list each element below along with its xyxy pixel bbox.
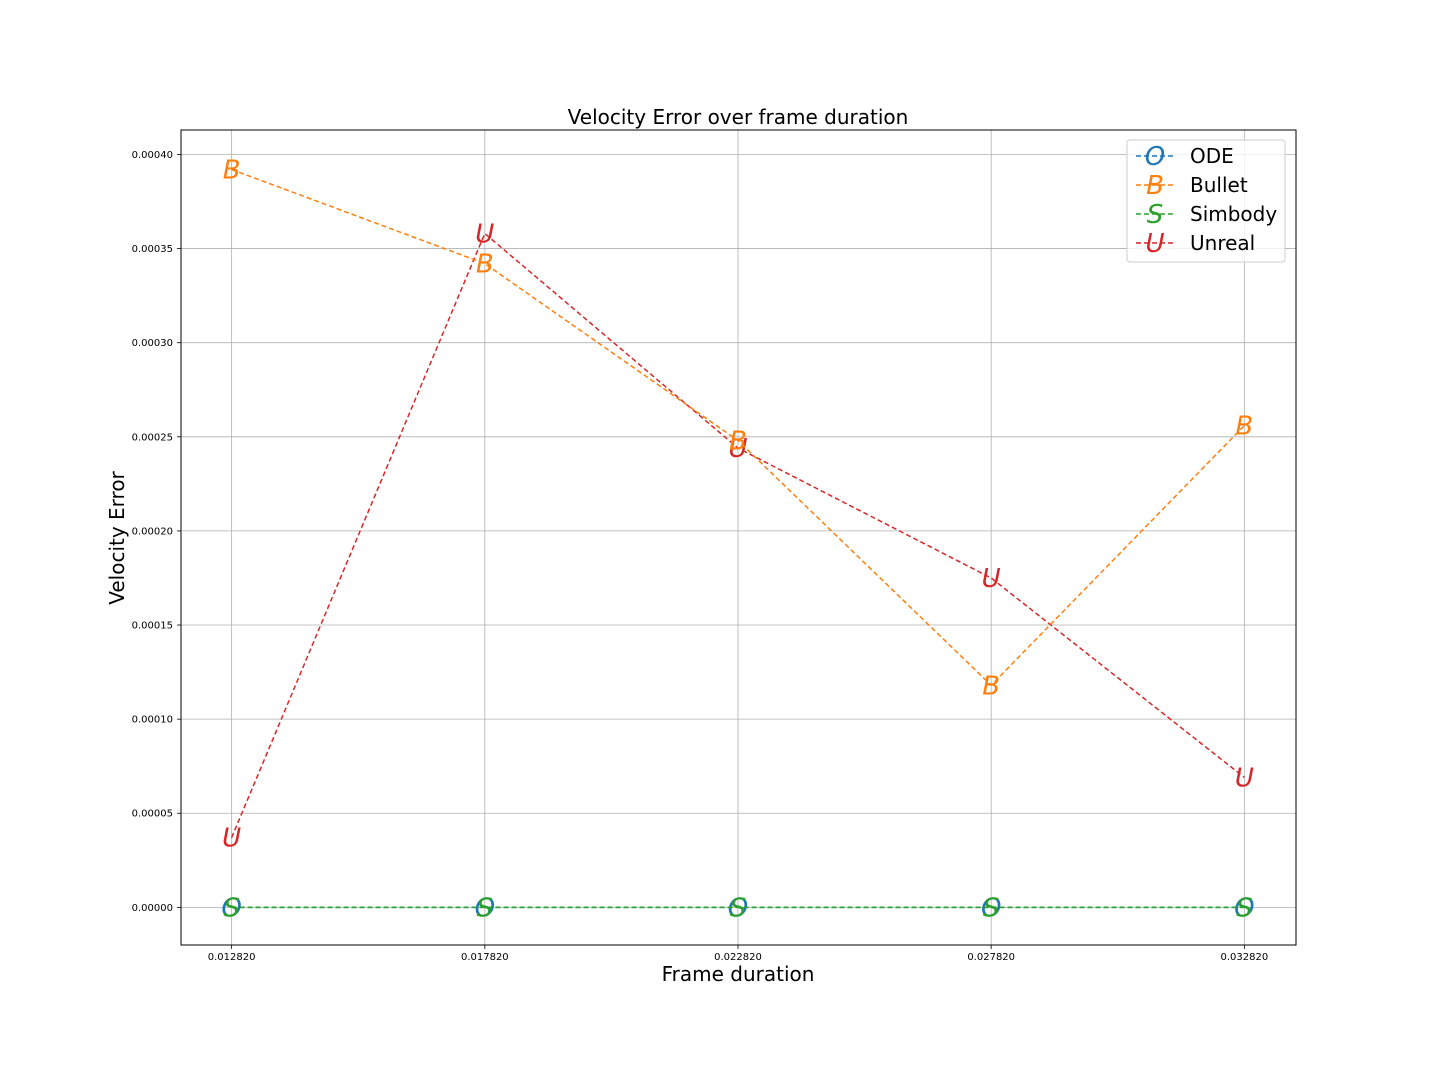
y-tick-label: 0.00035: [132, 244, 173, 255]
legend-marker: B: [1146, 171, 1164, 201]
plot-frame: [180, 129, 1297, 946]
data-point-simbody: S: [1236, 893, 1253, 923]
legend-label: Bullet: [1190, 173, 1248, 197]
data-point-unreal: U: [1235, 763, 1254, 793]
x-tick-label: 0.012820: [208, 952, 256, 963]
y-tick-label: 0.00025: [132, 432, 173, 443]
y-axis-ticks: 0.00000 0.00005 0.00010 0.00015 0.00020 0.000…: [132, 150, 181, 914]
data-point-simbody: S: [983, 893, 1000, 923]
data-point-unreal: U: [982, 564, 1001, 594]
legend-entry-simbody: S Simbody: [1136, 200, 1277, 230]
series-line-unreal: [230, 232, 1245, 838]
x-axis-label: Frame duration: [662, 962, 815, 986]
data-point-bullet: B: [476, 250, 494, 280]
series-bullet: B B B B B: [223, 156, 1254, 702]
data-point-unreal: U: [728, 434, 747, 464]
y-tick-label: 0.00015: [132, 621, 173, 632]
data-point-bullet: B: [982, 671, 1000, 701]
legend-entry-ode: O ODE: [1136, 142, 1234, 172]
data-point-simbody: S: [223, 893, 240, 923]
legend-entry-unreal: U Unreal: [1136, 229, 1255, 259]
data-point-unreal: U: [222, 824, 241, 854]
data-point-unreal: U: [475, 220, 494, 250]
series-unreal: U U U U U: [222, 220, 1254, 854]
legend-label: Simbody: [1190, 202, 1277, 226]
legend: O ODE B Bullet S Simbody U Unreal: [1126, 139, 1286, 263]
x-axis-ticks: 0.012820 0.017820 0.022820 0.027820 0.032820: [208, 945, 1268, 963]
data-point-bullet: B: [729, 427, 747, 457]
y-tick-label: 0.00040: [132, 150, 173, 161]
y-tick-label: 0.00020: [132, 526, 173, 537]
x-tick-label: 0.022820: [714, 952, 762, 963]
y-axis-label: Velocity Error: [105, 470, 129, 604]
chart-title: Velocity Error over frame duration: [568, 105, 909, 129]
data-point-simbody: S: [477, 893, 494, 923]
data-point-ode: O: [221, 893, 241, 923]
series-line-bullet: [231, 168, 1245, 687]
y-tick-label: 0.00010: [132, 715, 173, 726]
legend-box: [1126, 139, 1286, 263]
legend-marker: U: [1145, 229, 1164, 259]
legend-entry-bullet: B Bullet: [1136, 171, 1248, 201]
data-point-ode: O: [728, 893, 748, 923]
data-point-bullet: B: [223, 156, 241, 186]
x-tick-label: 0.027820: [967, 952, 1015, 963]
legend-marker: O: [1145, 142, 1165, 172]
x-tick-label: 0.032820: [1220, 952, 1268, 963]
data-point-ode: O: [475, 893, 495, 923]
legend-label: ODE: [1190, 144, 1234, 168]
y-tick-label: 0.00005: [132, 809, 173, 820]
legend-label: Unreal: [1190, 231, 1255, 255]
data-point-ode: O: [981, 893, 1001, 923]
y-tick-label: 0.00000: [132, 903, 173, 914]
data-point-ode: O: [1234, 893, 1254, 923]
data-point-bullet: B: [1235, 412, 1253, 442]
data-point-simbody: S: [730, 893, 747, 923]
x-tick-label: 0.017820: [461, 952, 509, 963]
legend-marker: S: [1147, 200, 1164, 230]
y-tick-label: 0.00030: [132, 338, 173, 349]
